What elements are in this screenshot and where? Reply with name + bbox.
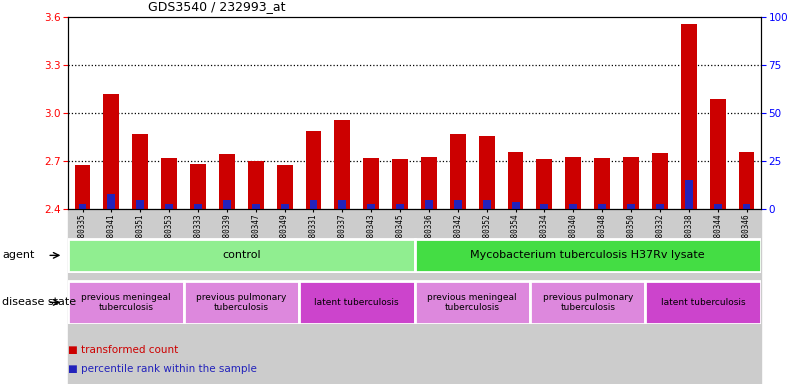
Text: agent: agent — [2, 250, 34, 260]
Text: previous pulmonary
tuberculosis: previous pulmonary tuberculosis — [196, 293, 287, 312]
Bar — [566, 157, 582, 209]
Bar — [483, 200, 491, 209]
Bar — [136, 200, 144, 209]
Bar — [674, 209, 703, 384]
Bar — [656, 204, 664, 209]
Text: latent tuberculosis: latent tuberculosis — [315, 298, 399, 307]
Bar — [392, 159, 408, 209]
Bar — [444, 209, 473, 384]
Bar — [421, 157, 437, 209]
Bar — [194, 204, 202, 209]
Bar — [190, 164, 206, 209]
Bar — [299, 209, 328, 384]
Bar — [155, 209, 183, 384]
Bar — [299, 281, 415, 324]
Bar — [425, 200, 433, 209]
Bar — [276, 165, 292, 209]
Bar — [646, 209, 674, 384]
Bar — [710, 99, 726, 209]
Bar — [617, 209, 646, 384]
Bar — [703, 209, 732, 384]
Bar — [241, 209, 270, 384]
Bar — [68, 281, 183, 324]
Bar — [107, 194, 115, 209]
Bar — [594, 158, 610, 209]
Bar — [68, 209, 97, 384]
Bar — [280, 204, 288, 209]
Bar — [183, 281, 299, 324]
Bar — [396, 204, 404, 209]
Bar — [68, 239, 415, 272]
Bar — [212, 209, 241, 384]
Bar — [454, 200, 462, 209]
Bar — [328, 209, 356, 384]
Bar — [252, 204, 260, 209]
Bar — [646, 281, 761, 324]
Text: disease state: disease state — [2, 297, 77, 308]
Text: previous pulmonary
tuberculosis: previous pulmonary tuberculosis — [542, 293, 633, 312]
Bar — [103, 94, 119, 209]
Bar — [364, 158, 379, 209]
Bar — [338, 200, 346, 209]
Text: control: control — [222, 250, 260, 260]
Text: latent tuberculosis: latent tuberculosis — [661, 298, 746, 307]
Bar — [74, 165, 91, 209]
Bar — [627, 204, 635, 209]
Bar — [501, 209, 530, 384]
Bar — [479, 136, 495, 209]
Bar — [530, 281, 646, 324]
Text: ■ percentile rank within the sample: ■ percentile rank within the sample — [68, 364, 257, 374]
Text: previous meningeal
tuberculosis: previous meningeal tuberculosis — [428, 293, 517, 312]
Bar — [126, 209, 155, 384]
Bar — [512, 202, 520, 209]
Bar — [508, 152, 524, 209]
Bar — [132, 134, 148, 209]
Bar — [415, 209, 444, 384]
Bar — [732, 209, 761, 384]
Bar — [223, 200, 231, 209]
Bar — [541, 204, 549, 209]
Bar — [623, 157, 639, 209]
Bar — [161, 158, 177, 209]
Bar — [739, 152, 755, 209]
Text: GDS3540 / 232993_at: GDS3540 / 232993_at — [148, 0, 286, 13]
Bar — [588, 209, 617, 384]
Bar — [598, 204, 606, 209]
Text: Mycobacterium tuberculosis H37Rv lysate: Mycobacterium tuberculosis H37Rv lysate — [470, 250, 705, 260]
Text: previous meningeal
tuberculosis: previous meningeal tuberculosis — [81, 293, 171, 312]
Bar — [415, 281, 530, 324]
Bar — [570, 204, 578, 209]
Bar — [714, 204, 722, 209]
Bar — [183, 209, 212, 384]
Bar — [743, 204, 751, 209]
Bar — [270, 209, 299, 384]
Bar — [356, 209, 385, 384]
Bar — [305, 131, 321, 209]
Bar — [685, 180, 693, 209]
Bar — [97, 209, 126, 384]
Bar — [165, 204, 173, 209]
Bar — [248, 161, 264, 209]
Bar — [334, 120, 350, 209]
Text: ■ transformed count: ■ transformed count — [68, 345, 179, 355]
Bar — [473, 209, 501, 384]
Bar — [681, 24, 697, 209]
Bar — [219, 154, 235, 209]
Bar — [78, 204, 87, 209]
Bar — [367, 204, 375, 209]
Bar — [450, 134, 465, 209]
Bar — [559, 209, 588, 384]
Bar — [309, 200, 317, 209]
Bar — [530, 209, 559, 384]
Bar — [385, 209, 415, 384]
Bar — [537, 159, 553, 209]
Bar — [415, 239, 761, 272]
Bar — [652, 153, 668, 209]
